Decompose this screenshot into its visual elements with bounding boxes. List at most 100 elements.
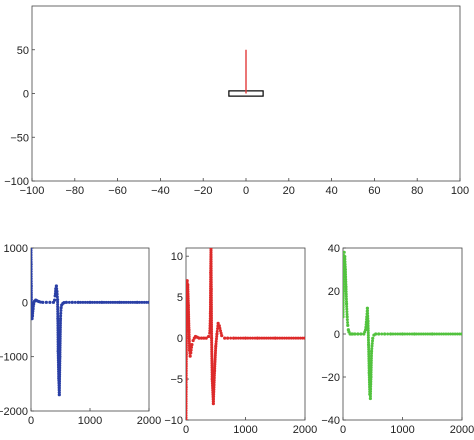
data-point xyxy=(380,332,384,336)
data-point xyxy=(32,302,36,306)
data-point xyxy=(417,332,421,336)
data-point xyxy=(199,336,204,340)
data-point xyxy=(186,413,188,417)
data-point xyxy=(214,339,218,343)
y-tick-label: 0 xyxy=(22,297,28,309)
data-point xyxy=(433,332,437,336)
data-point xyxy=(214,349,218,353)
data-point xyxy=(246,336,250,340)
data-point xyxy=(186,409,188,413)
data-point xyxy=(371,339,375,343)
data-point xyxy=(209,312,213,316)
x-tick-label: 40 xyxy=(325,185,337,197)
data-point xyxy=(38,300,43,304)
data-point xyxy=(90,300,94,304)
data-point xyxy=(102,300,106,304)
data-point xyxy=(58,337,62,341)
data-point xyxy=(186,334,188,338)
data-point xyxy=(57,388,61,392)
data-point xyxy=(186,381,188,385)
data-point xyxy=(209,300,213,304)
data-point xyxy=(408,332,412,336)
data-point xyxy=(211,402,215,406)
x-tick-label: −80 xyxy=(65,185,84,197)
data-point xyxy=(58,355,62,359)
data-point xyxy=(344,272,348,276)
data-point xyxy=(343,303,345,307)
data-point xyxy=(138,300,142,304)
data-point xyxy=(213,364,217,368)
data-point xyxy=(187,332,191,336)
data-point xyxy=(369,363,373,367)
data-point xyxy=(343,315,345,319)
data-point xyxy=(76,300,80,304)
data-point xyxy=(343,265,347,269)
data-point xyxy=(186,330,188,334)
y-tick-label: −50 xyxy=(10,132,29,144)
data-point xyxy=(364,325,368,329)
data-point xyxy=(377,332,381,336)
data-point xyxy=(31,314,35,318)
data-point xyxy=(58,319,62,323)
data-point xyxy=(213,353,217,357)
data-point xyxy=(269,336,273,340)
data-point xyxy=(56,324,60,328)
data-point xyxy=(214,342,218,346)
data-point xyxy=(31,255,33,259)
data-point xyxy=(366,324,370,328)
data-point xyxy=(187,323,191,327)
data-point xyxy=(236,336,240,340)
data-point xyxy=(186,290,190,294)
data-point xyxy=(209,266,213,270)
data-point xyxy=(370,347,374,351)
data-point xyxy=(412,332,416,336)
data-point xyxy=(345,315,349,319)
data-point xyxy=(241,336,245,340)
data-point xyxy=(97,300,101,304)
data-point xyxy=(367,340,371,344)
data-point xyxy=(129,300,133,304)
data-point xyxy=(56,328,60,332)
data-point xyxy=(209,255,213,259)
data-point xyxy=(58,328,62,332)
data-point xyxy=(344,285,348,289)
x-tick-label: 1000 xyxy=(390,424,414,436)
data-point xyxy=(31,260,33,264)
data-point xyxy=(368,396,372,401)
axes-frame xyxy=(185,247,306,421)
data-point xyxy=(366,311,370,315)
data-point xyxy=(370,352,374,356)
data-point xyxy=(122,300,126,304)
data-point xyxy=(365,306,369,310)
data-point xyxy=(58,348,62,352)
data-point xyxy=(460,332,462,336)
data-point xyxy=(369,382,373,386)
data-point xyxy=(213,358,217,362)
data-point xyxy=(212,369,217,373)
y-tick-label: 50 xyxy=(17,45,29,57)
data-point xyxy=(186,406,188,410)
data-point xyxy=(212,378,216,382)
data-point xyxy=(298,336,302,340)
data-point xyxy=(202,336,206,340)
data-point xyxy=(70,300,74,304)
data-point xyxy=(364,328,368,332)
data-point xyxy=(67,300,71,304)
data-point xyxy=(209,262,213,266)
data-point xyxy=(186,364,188,368)
data-point xyxy=(366,329,370,333)
data-point xyxy=(56,305,60,309)
data-point xyxy=(62,301,66,305)
data-point xyxy=(209,294,213,298)
data-point xyxy=(210,334,214,338)
data-point xyxy=(211,399,215,403)
data-point xyxy=(344,292,348,296)
data-point xyxy=(187,326,191,330)
data-point xyxy=(186,301,190,305)
data-point xyxy=(86,300,90,304)
data-point xyxy=(344,299,348,303)
data-point xyxy=(353,332,357,336)
y-tick-label: 0 xyxy=(177,333,183,345)
data-point xyxy=(145,300,149,304)
data-point xyxy=(55,295,59,299)
